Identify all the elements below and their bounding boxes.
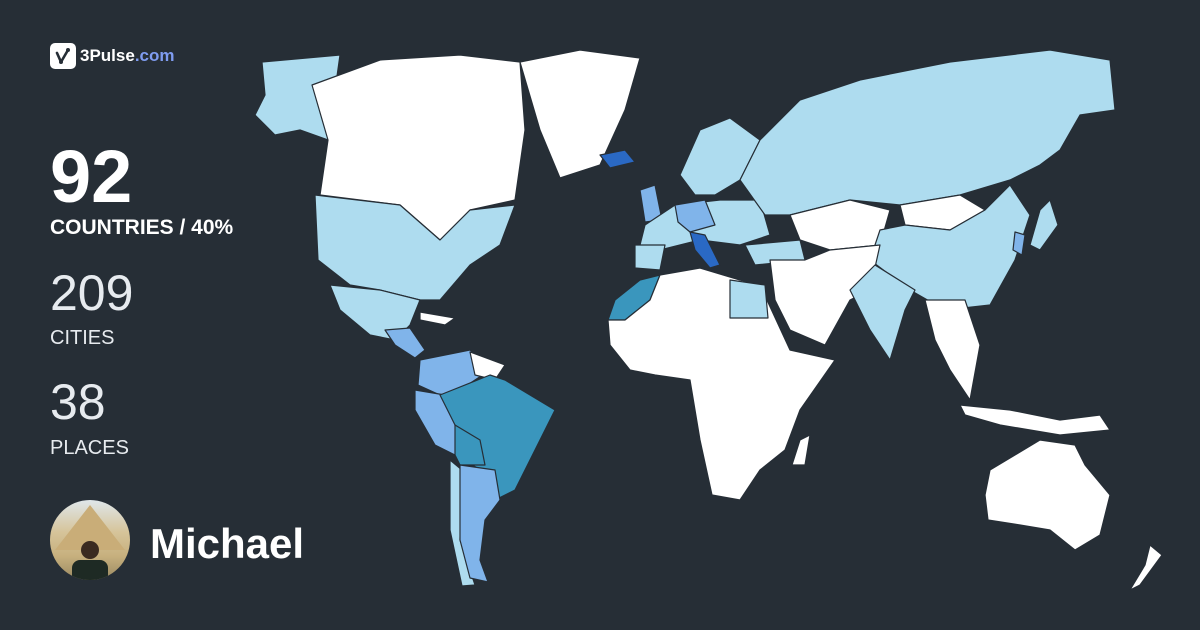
country-argentina <box>459 464 501 583</box>
country-indonesia <box>959 404 1111 436</box>
country-greenland <box>519 49 641 179</box>
country-cuba <box>419 311 456 326</box>
country-southeast-asia <box>924 299 981 401</box>
country-india <box>849 264 916 361</box>
pulse-check-icon <box>50 43 76 69</box>
places-label: PLACES <box>50 437 129 459</box>
cities-count: 209 <box>50 265 134 321</box>
brand-logo[interactable]: 3Pulse.com <box>50 43 175 69</box>
country-italy <box>689 231 721 269</box>
country-bolivia <box>454 424 486 466</box>
country-new-zealand <box>1129 544 1163 591</box>
country-korea <box>1012 231 1026 256</box>
countries-label: COUNTRIES / 40% <box>50 216 234 239</box>
country-iceland <box>599 149 636 169</box>
country-alaska <box>254 54 341 141</box>
countries-count: 92 <box>50 135 133 218</box>
country-russia <box>739 49 1116 216</box>
country-africa <box>607 267 836 501</box>
user-name: Michael <box>150 520 305 567</box>
country-germany-central <box>674 199 716 233</box>
cities-label: CITIES <box>50 327 115 349</box>
country-japan <box>1029 199 1059 251</box>
places-count: 38 <box>50 374 106 430</box>
country-egypt <box>729 279 769 319</box>
brand-name: 3Pulse.com <box>80 46 175 65</box>
country-central-america <box>384 327 426 359</box>
country-madagascar <box>791 434 811 466</box>
country-canada <box>311 54 526 241</box>
country-australia <box>984 439 1111 551</box>
country-iberia <box>634 244 666 271</box>
avatar <box>50 500 130 580</box>
country-usa <box>314 194 516 301</box>
